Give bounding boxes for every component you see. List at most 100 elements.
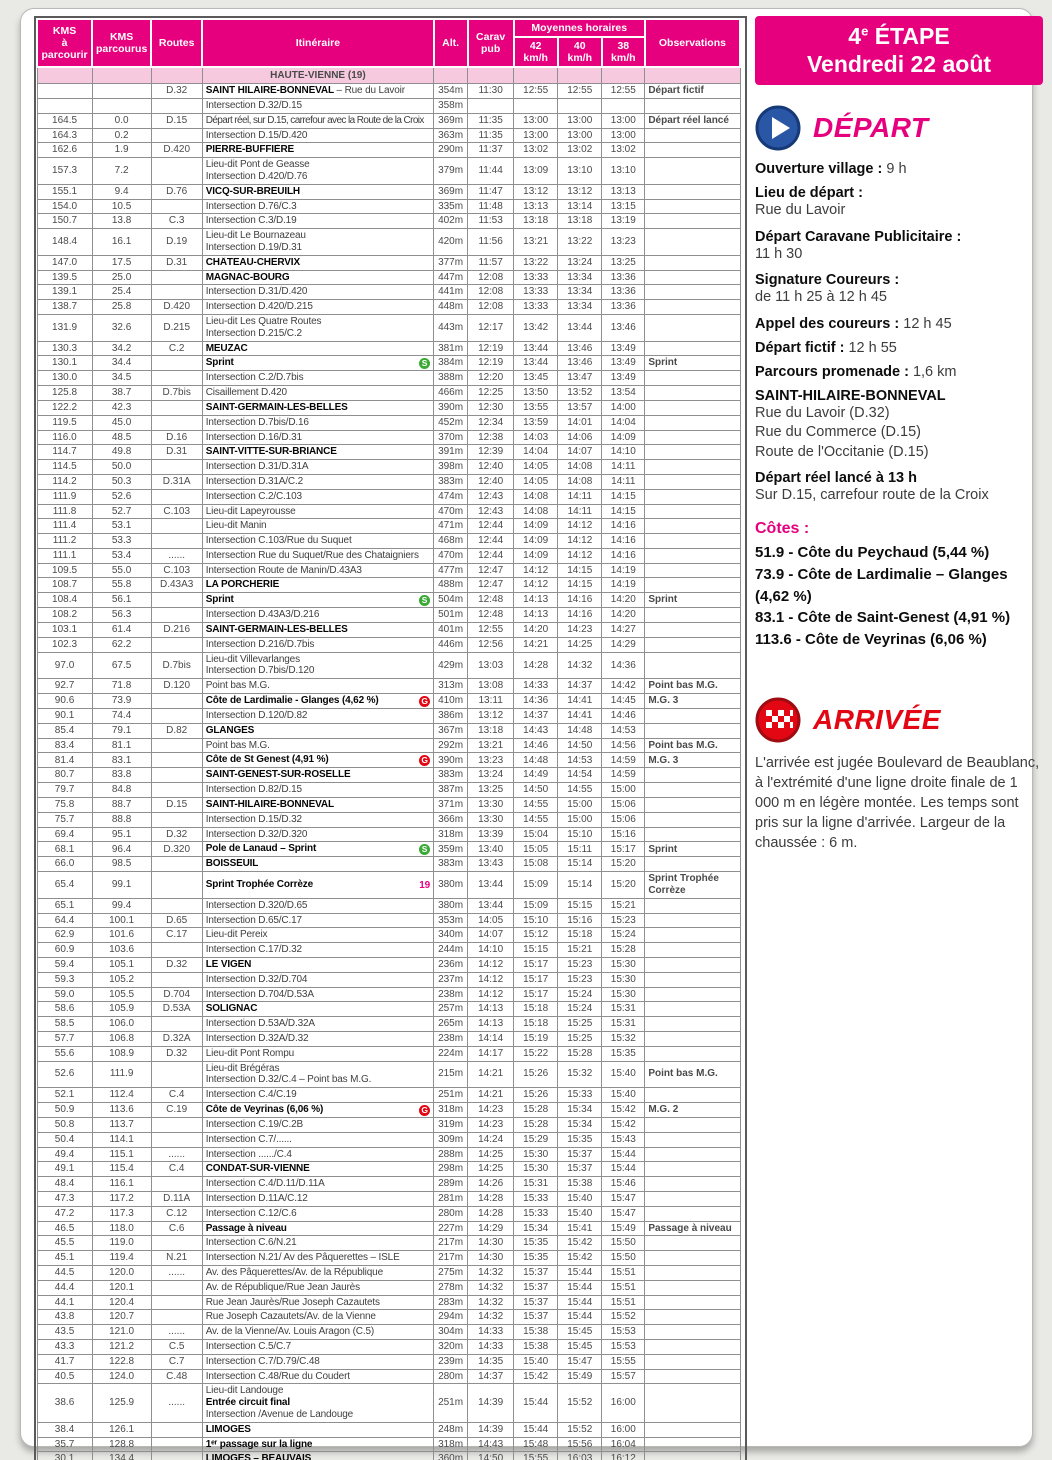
cell-kms-remaining: 65.1	[36, 897, 93, 914]
cell-altitude: 290m	[433, 142, 469, 159]
itinerary-name: CHÂTEAU-CHERVIX	[205, 256, 300, 268]
cell-kms-done: 106.8	[91, 1031, 152, 1047]
cell-route: D.320	[150, 841, 203, 858]
section-cell	[601, 66, 646, 85]
cell-caravane-time: 14:39	[467, 1421, 515, 1438]
cell-route	[150, 127, 203, 144]
cell-time-42: 15:05	[513, 841, 559, 858]
cell-kms-done: 53.1	[91, 518, 152, 535]
cell-time-38: 15:51	[601, 1264, 646, 1281]
info-item: Signature Coureurs : de 11 h 25 à 12 h 45	[755, 272, 1043, 308]
cell-route	[150, 592, 203, 609]
cell-itineraire: Intersection Route de Manin/D.43A3	[201, 562, 435, 579]
cell-route: ......	[150, 1383, 203, 1423]
info-value: 1,6 km	[908, 363, 957, 380]
itinerary-text: Intersection D.11A/C.12	[205, 1192, 308, 1204]
cell-caravane-time: 14:24	[467, 1131, 515, 1148]
table-row: 81.4 83.1 G Côte de St Genest (4,91 %) 390m 1…	[36, 752, 741, 769]
itinerary-name: PIERRE-BUFFIÈRE	[205, 144, 295, 156]
cell-caravane-time: 12:44	[467, 518, 515, 535]
itinerary-line: Intersection D.31/D.31A	[206, 461, 430, 473]
cell-time-40: 14:50	[557, 737, 603, 754]
itinerary-line: Intersection D.32/D.320	[206, 829, 430, 841]
cell-altitude: 278m	[433, 1279, 469, 1296]
cell-time-38: 15:20	[601, 871, 646, 899]
cotes-list: 51.9 - Côte du Peychaud (5,44 %) 73.9 - C…	[755, 542, 1043, 651]
cell-observations	[644, 708, 741, 724]
cell-time-40: 15:42	[557, 1250, 603, 1266]
cell-route: C.6	[150, 1220, 203, 1237]
cell-altitude: 318m	[433, 1101, 469, 1118]
cell-time-42: 14:13	[513, 607, 559, 624]
cell-time-42: 13:00	[513, 112, 559, 129]
cell-time-42: 15:04	[513, 826, 559, 843]
cell-itineraire: Intersection C.5/C.7	[201, 1338, 435, 1355]
itinerary-line: Intersection D.7bis/D.120	[206, 665, 430, 677]
itinerary-line: Intersection D.19/D.31	[206, 242, 430, 254]
cell-time-42: 13:33	[513, 269, 559, 286]
itinerary-line: LE VIGEN	[206, 959, 430, 971]
cell-kms-done: 81.1	[91, 737, 152, 754]
cell-route	[150, 399, 203, 416]
cell-observations	[644, 284, 741, 301]
cell-time-42: 14:09	[513, 547, 559, 564]
cell-itineraire: Intersection C.12/C.6	[201, 1205, 435, 1222]
cell-time-38: 15:06	[601, 797, 646, 813]
cell-kms-done: 128.8	[91, 1436, 152, 1453]
itinerary-line: Intersection D.15/D.420	[206, 130, 430, 142]
cell-caravane-time: 14:21	[467, 1060, 515, 1089]
cell-time-38: 15:30	[601, 971, 646, 988]
cell-route: D.120	[150, 678, 203, 695]
cell-time-40: 13:12	[557, 183, 603, 200]
cell-kms-remaining: 43.8	[36, 1309, 93, 1326]
table-row: 122.2 42.3 SAINT-GERMAIN-LES-BELLES 390m 12:…	[36, 399, 741, 416]
cell-itineraire: Rue Joseph Cazautets/Av. de la Vienne	[201, 1309, 435, 1326]
cell-altitude: 371m	[433, 797, 469, 813]
cell-route: D.19	[150, 228, 203, 256]
itinerary-text: Intersection D.31A/C.2	[205, 475, 304, 487]
cell-route	[150, 971, 203, 988]
cell-caravane-time: 12:30	[467, 399, 515, 416]
cell-kms-done: 120.1	[91, 1279, 152, 1296]
cell-time-38: 15:23	[601, 912, 646, 929]
cell-altitude: 410m	[433, 693, 469, 710]
cell-time-40: 14:01	[557, 414, 603, 431]
itinerary-text: Lieu-dit Landouge	[205, 1385, 284, 1397]
cell-observations	[644, 183, 741, 200]
cell-route: D.7bis	[150, 385, 203, 401]
cell-time-38: 16:12	[601, 1451, 646, 1460]
cell-route	[150, 1131, 203, 1148]
cell-time-40: 13:14	[557, 198, 603, 215]
itinerary-line: Rue Jean Jaurès/Rue Joseph Cazautets	[206, 1297, 430, 1309]
cell-observations	[644, 459, 741, 475]
cell-observations: Sprint Trophée Corrèze	[644, 871, 741, 899]
cell-kms-done	[91, 83, 152, 99]
cell-route	[150, 518, 203, 535]
cell-itineraire: Intersection C.3/D.19	[201, 213, 435, 230]
cell-kms-done: 119.4	[91, 1250, 152, 1266]
itinerary-line: BOISSEUIL	[206, 858, 430, 870]
cell-altitude: 390m	[433, 752, 469, 769]
cell-route	[150, 1309, 203, 1326]
cell-route: D.11A	[150, 1190, 203, 1207]
cell-caravane-time: 14:05	[467, 912, 515, 929]
info-subline: 11 h 30	[755, 245, 803, 262]
cell-altitude: 275m	[433, 1264, 469, 1281]
cell-kms-done: 62.2	[91, 636, 152, 653]
info-subline: de 11 h 25 à 12 h 45	[755, 289, 887, 306]
cell-caravane-time: 11:57	[467, 254, 515, 271]
cell-caravane-time: 11:30	[467, 83, 515, 99]
table-row: 40.5 124.0 C.48 Intersection C.48/Rue du Co…	[36, 1368, 741, 1385]
cell-time-42: 13:33	[513, 284, 559, 301]
itinerary-line: CONDAT-SUR-VIENNE	[206, 1163, 430, 1175]
header-speed-42: 42 km/h	[512, 36, 559, 69]
table-row: 62.9 101.6 C.17 Lieu-dit Pereix 340m 14:07 15:…	[36, 927, 741, 944]
table-row: 130.1 34.4 S Sprint 384m 12:19 13:44 13:46 13:49…	[36, 355, 741, 372]
cell-time-40: 14:12	[557, 533, 603, 549]
itinerary-line: Intersection D.16/D.31	[206, 432, 430, 444]
header-routes: Routes	[150, 17, 204, 69]
cell-route	[150, 607, 203, 624]
cell-caravane-time: 14:29	[467, 1220, 515, 1237]
itinerary-line: Intersection C.12/C.6	[206, 1208, 430, 1220]
cell-kms-done: 34.5	[91, 370, 152, 387]
